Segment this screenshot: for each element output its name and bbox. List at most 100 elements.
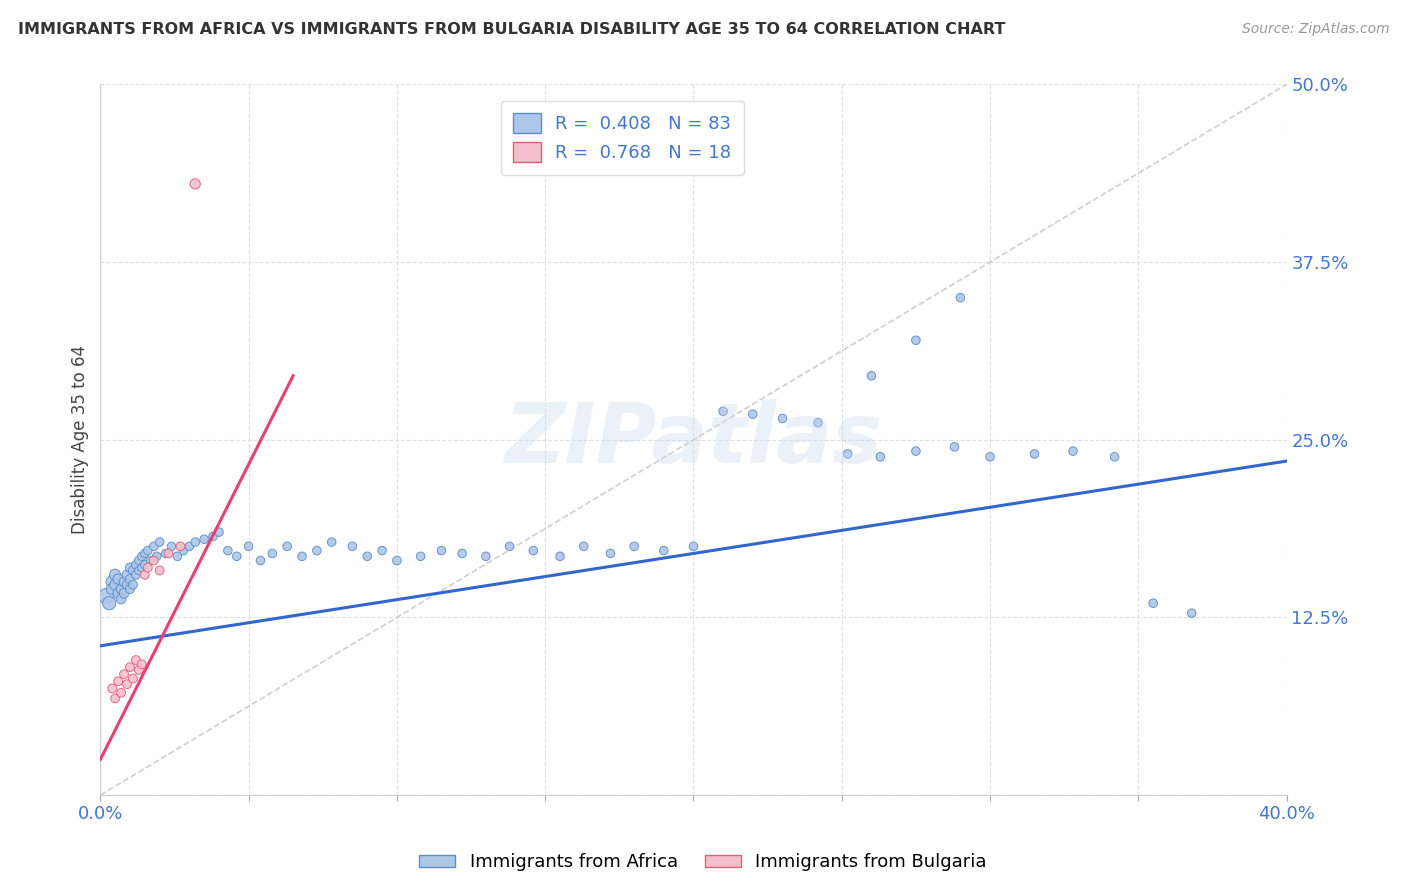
Point <box>385 553 408 567</box>
Point <box>305 543 328 558</box>
Point <box>104 578 127 592</box>
Point <box>979 450 1001 464</box>
Point <box>741 407 763 421</box>
Point <box>179 539 201 553</box>
Point <box>1024 447 1046 461</box>
Text: IMMIGRANTS FROM AFRICA VS IMMIGRANTS FROM BULGARIA DISABILITY AGE 35 TO 64 CORRE: IMMIGRANTS FROM AFRICA VS IMMIGRANTS FRO… <box>18 22 1005 37</box>
Legend: Immigrants from Africa, Immigrants from Bulgaria: Immigrants from Africa, Immigrants from … <box>412 847 994 879</box>
Point <box>155 546 177 560</box>
Point <box>149 564 172 578</box>
Text: Source: ZipAtlas.com: Source: ZipAtlas.com <box>1241 22 1389 37</box>
Point <box>107 674 129 689</box>
Point <box>238 539 260 553</box>
Point <box>131 560 153 574</box>
Point <box>291 549 314 564</box>
Point <box>142 539 165 553</box>
Point <box>149 535 172 549</box>
Point <box>169 539 191 553</box>
Point <box>166 549 188 564</box>
Point <box>96 589 118 603</box>
Point <box>134 546 156 560</box>
Point <box>112 586 135 600</box>
Point <box>276 539 298 553</box>
Point <box>115 578 138 592</box>
Point <box>125 567 148 582</box>
Point <box>118 660 141 674</box>
Point <box>136 543 159 558</box>
Point <box>342 539 364 553</box>
Point <box>548 549 571 564</box>
Point <box>1142 596 1164 610</box>
Point <box>249 553 271 567</box>
Point <box>475 549 498 564</box>
Point <box>860 368 883 383</box>
Point <box>193 533 215 547</box>
Point <box>104 567 127 582</box>
Point <box>837 447 859 461</box>
Point <box>101 574 124 589</box>
Point <box>104 691 127 706</box>
Point <box>451 546 474 560</box>
Point <box>115 677 138 691</box>
Point <box>136 560 159 574</box>
Point <box>118 582 141 596</box>
Point <box>869 450 891 464</box>
Point <box>125 653 148 667</box>
Point <box>184 535 207 549</box>
Point <box>118 560 141 574</box>
Point <box>572 539 595 553</box>
Point <box>711 404 734 418</box>
Point <box>904 333 927 347</box>
Point <box>134 558 156 572</box>
Point <box>321 535 343 549</box>
Y-axis label: Disability Age 35 to 64: Disability Age 35 to 64 <box>72 345 89 534</box>
Point <box>128 564 150 578</box>
Legend: R =  0.408   N = 83, R =  0.768   N = 18: R = 0.408 N = 83, R = 0.768 N = 18 <box>501 101 744 175</box>
Point <box>107 586 129 600</box>
Point <box>98 596 121 610</box>
Point <box>128 553 150 567</box>
Point <box>145 549 167 564</box>
Point <box>1062 444 1084 458</box>
Point <box>522 543 544 558</box>
Point <box>202 529 225 543</box>
Point <box>157 546 180 560</box>
Point <box>184 177 207 191</box>
Point <box>1181 606 1204 620</box>
Point <box>110 582 132 596</box>
Point <box>599 546 621 560</box>
Point <box>904 444 927 458</box>
Point <box>160 539 183 553</box>
Point <box>139 553 162 567</box>
Point <box>217 543 239 558</box>
Point <box>134 567 156 582</box>
Point <box>949 291 972 305</box>
Point <box>122 578 145 592</box>
Point <box>115 567 138 582</box>
Point <box>943 440 966 454</box>
Point <box>652 543 675 558</box>
Point <box>128 663 150 677</box>
Point <box>430 543 453 558</box>
Point <box>807 416 830 430</box>
Point <box>1104 450 1126 464</box>
Point <box>623 539 645 553</box>
Point <box>409 549 432 564</box>
Point <box>112 667 135 681</box>
Point <box>122 672 145 686</box>
Point <box>208 525 231 540</box>
Point <box>122 564 145 578</box>
Point <box>131 657 153 672</box>
Point <box>498 539 520 553</box>
Point <box>682 539 704 553</box>
Point <box>118 572 141 586</box>
Point <box>125 558 148 572</box>
Point <box>142 553 165 567</box>
Point <box>110 686 132 700</box>
Point <box>101 681 124 696</box>
Point <box>112 574 135 589</box>
Point <box>225 549 247 564</box>
Point <box>356 549 378 564</box>
Point <box>101 582 124 596</box>
Point <box>770 411 793 425</box>
